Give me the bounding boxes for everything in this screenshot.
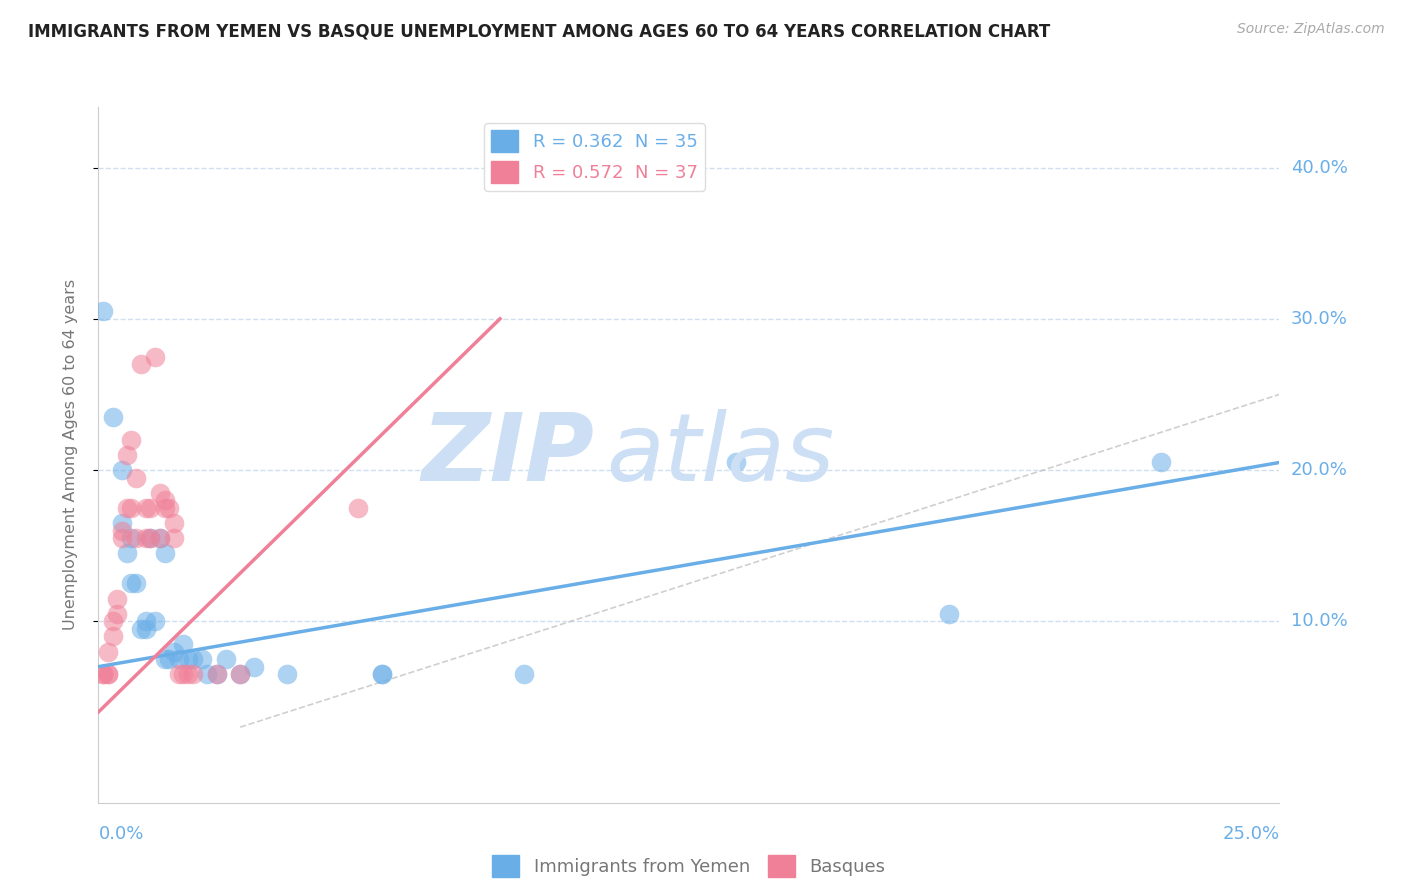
Point <box>347 500 370 515</box>
Point <box>115 500 138 515</box>
Point <box>371 667 394 681</box>
Text: 25.0%: 25.0% <box>1222 825 1279 843</box>
Point <box>111 524 134 538</box>
Point <box>121 433 143 447</box>
Point <box>205 667 228 681</box>
Text: 10.0%: 10.0% <box>1291 612 1347 631</box>
Point <box>135 622 157 636</box>
Point <box>163 644 186 658</box>
Point <box>121 576 143 591</box>
Point <box>121 531 143 545</box>
Point <box>101 629 124 643</box>
Point <box>105 607 128 621</box>
Point <box>139 531 162 545</box>
Point <box>97 644 120 658</box>
Point <box>163 516 186 530</box>
Text: 30.0%: 30.0% <box>1291 310 1347 327</box>
Point <box>111 463 134 477</box>
Point <box>97 667 120 681</box>
Point <box>371 667 394 681</box>
Point <box>125 576 148 591</box>
Point <box>276 667 298 681</box>
Point <box>177 652 200 666</box>
Point <box>115 546 138 560</box>
Text: 40.0%: 40.0% <box>1291 159 1347 177</box>
Point <box>91 667 114 681</box>
Point <box>181 667 204 681</box>
Point <box>149 531 172 545</box>
Point <box>129 622 152 636</box>
Text: ZIP: ZIP <box>422 409 595 501</box>
Point <box>1150 455 1173 469</box>
Point <box>105 591 128 606</box>
Point <box>135 500 157 515</box>
Point <box>163 531 186 545</box>
Point <box>172 667 194 681</box>
Text: IMMIGRANTS FROM YEMEN VS BASQUE UNEMPLOYMENT AMONG AGES 60 TO 64 YEARS CORRELATI: IMMIGRANTS FROM YEMEN VS BASQUE UNEMPLOY… <box>28 22 1050 40</box>
Point <box>229 667 252 681</box>
Point <box>129 357 152 371</box>
Y-axis label: Unemployment Among Ages 60 to 64 years: Unemployment Among Ages 60 to 64 years <box>63 279 77 631</box>
Point <box>139 500 162 515</box>
Point <box>153 500 176 515</box>
Point <box>121 500 143 515</box>
Point <box>153 493 176 508</box>
Point <box>167 667 190 681</box>
Point <box>229 667 252 681</box>
Text: Source: ZipAtlas.com: Source: ZipAtlas.com <box>1237 22 1385 37</box>
Point <box>135 615 157 629</box>
Point <box>125 470 148 484</box>
Point <box>101 615 124 629</box>
Text: atlas: atlas <box>606 409 835 500</box>
Legend: Immigrants from Yemen, Basques: Immigrants from Yemen, Basques <box>485 847 893 884</box>
Point <box>243 659 266 673</box>
Point <box>91 667 114 681</box>
Text: 20.0%: 20.0% <box>1291 461 1347 479</box>
Point <box>125 531 148 545</box>
Point <box>938 607 960 621</box>
Point <box>157 500 180 515</box>
Point <box>111 516 134 530</box>
Point <box>143 615 166 629</box>
Point <box>195 667 218 681</box>
Point <box>172 637 194 651</box>
Point <box>115 448 138 462</box>
Point <box>97 667 120 681</box>
Point <box>181 652 204 666</box>
Point <box>139 531 162 545</box>
Point <box>215 652 238 666</box>
Point <box>177 667 200 681</box>
Point <box>512 667 534 681</box>
Point <box>153 546 176 560</box>
Point <box>149 485 172 500</box>
Point <box>135 531 157 545</box>
Point <box>153 652 176 666</box>
Point <box>157 652 180 666</box>
Point <box>725 455 748 469</box>
Point <box>205 667 228 681</box>
Point <box>91 304 114 318</box>
Point <box>149 531 172 545</box>
Text: 0.0%: 0.0% <box>98 825 143 843</box>
Point <box>143 350 166 364</box>
Point <box>167 652 190 666</box>
Point <box>191 652 214 666</box>
Point <box>111 531 134 545</box>
Point <box>101 410 124 425</box>
